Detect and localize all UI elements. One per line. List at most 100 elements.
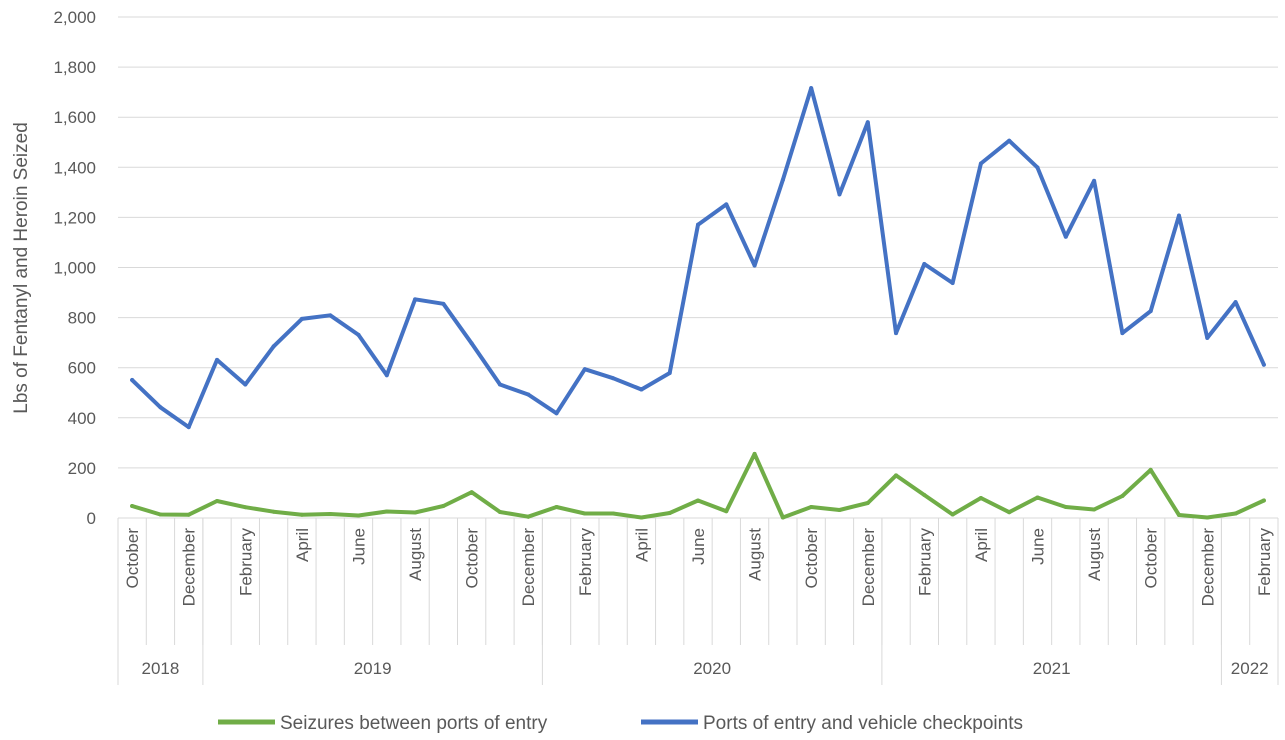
data-point <box>554 411 559 416</box>
x-tick-label: February <box>236 528 255 597</box>
year-label: 2020 <box>693 659 731 678</box>
data-point <box>158 512 163 517</box>
data-point <box>837 507 842 512</box>
data-point <box>1205 335 1210 340</box>
data-point <box>130 377 135 382</box>
data-point <box>1035 165 1040 170</box>
data-point <box>554 504 559 509</box>
data-point <box>1261 362 1266 367</box>
data-point <box>1120 331 1125 336</box>
data-point <box>356 513 361 518</box>
series-line-1 <box>130 86 1266 430</box>
data-point <box>865 500 870 505</box>
legend-label-ports-of-entry: Ports of entry and vehicle checkpoints <box>703 713 1023 734</box>
data-point <box>724 509 729 514</box>
data-point <box>441 503 446 508</box>
data-point <box>1233 511 1238 516</box>
data-point <box>413 297 418 302</box>
y-axis-title: Lbs of Fentanyl and Heroin Seized <box>11 122 32 414</box>
data-point <box>1176 213 1181 218</box>
data-point <box>469 490 474 495</box>
data-point <box>497 382 502 387</box>
data-point <box>441 301 446 306</box>
y-axis-ticks: 0 200 400 600 800 1,000 1,200 1,400 1,600 1,800 2,… <box>53 8 96 528</box>
data-point <box>328 511 333 516</box>
data-point <box>497 509 502 514</box>
data-point <box>243 505 248 510</box>
data-point <box>1261 498 1266 503</box>
y-tick-label: 200 <box>68 459 96 478</box>
y-tick-label: 1,400 <box>53 158 96 177</box>
data-point <box>186 512 191 517</box>
data-point <box>526 514 531 519</box>
data-point <box>611 511 616 516</box>
data-point <box>413 510 418 515</box>
data-point <box>611 376 616 381</box>
data-point <box>780 515 785 520</box>
data-point <box>809 504 814 509</box>
data-point <box>299 316 304 321</box>
data-point <box>1120 493 1125 498</box>
data-point <box>469 341 474 346</box>
data-point <box>1176 512 1181 517</box>
x-tick-label: June <box>1029 528 1048 565</box>
year-label: 2018 <box>142 659 180 678</box>
data-point <box>978 495 983 500</box>
x-tick-label: August <box>746 528 765 581</box>
x-tick-label: June <box>689 528 708 565</box>
data-point <box>299 512 304 517</box>
data-point <box>752 263 757 268</box>
x-tick-label: August <box>406 528 425 581</box>
data-point <box>1035 495 1040 500</box>
x-tick-label: December <box>519 528 538 607</box>
data-point <box>639 387 644 392</box>
data-point <box>865 120 870 125</box>
x-tick-label: April <box>972 528 991 562</box>
legend: Seizures between ports of entry Ports of… <box>218 713 1023 734</box>
x-tick-label: December <box>859 528 878 607</box>
y-tick-label: 1,600 <box>53 108 96 127</box>
data-point <box>950 512 955 517</box>
data-point <box>894 473 899 478</box>
data-point <box>1063 234 1068 239</box>
data-point <box>1205 515 1210 520</box>
year-label: 2019 <box>354 659 392 678</box>
data-point <box>271 344 276 349</box>
y-tick-label: 1,200 <box>53 208 96 227</box>
data-point <box>639 515 644 520</box>
data-point <box>356 332 361 337</box>
data-point <box>780 177 785 182</box>
y-tick-label: 600 <box>68 359 96 378</box>
data-point <box>1007 138 1012 143</box>
x-tick-label: April <box>293 528 312 562</box>
x-tick-label: December <box>180 528 199 607</box>
data-point <box>1007 510 1012 515</box>
x-tick-label: October <box>802 528 821 589</box>
data-point <box>158 405 163 410</box>
data-point <box>809 86 814 91</box>
data-point <box>894 331 899 336</box>
x-tick-label: February <box>576 528 595 597</box>
y-tick-label: 400 <box>68 409 96 428</box>
data-point <box>1092 507 1097 512</box>
y-tick-label: 1,800 <box>53 58 96 77</box>
data-point <box>271 509 276 514</box>
data-point <box>978 161 983 166</box>
x-tick-label: February <box>1255 528 1274 597</box>
series-lines <box>130 86 1266 520</box>
data-point <box>582 511 587 516</box>
x-tick-label: December <box>1198 528 1217 607</box>
y-tick-label: 0 <box>87 509 96 528</box>
data-point <box>1148 309 1153 314</box>
data-point <box>667 370 672 375</box>
year-label: 2022 <box>1231 659 1269 678</box>
data-point <box>922 261 927 266</box>
x-tick-label: October <box>463 528 482 589</box>
x-tick-label: October <box>123 528 142 589</box>
data-point <box>582 367 587 372</box>
data-point <box>1063 504 1068 509</box>
data-point <box>243 382 248 387</box>
data-point <box>752 451 757 456</box>
